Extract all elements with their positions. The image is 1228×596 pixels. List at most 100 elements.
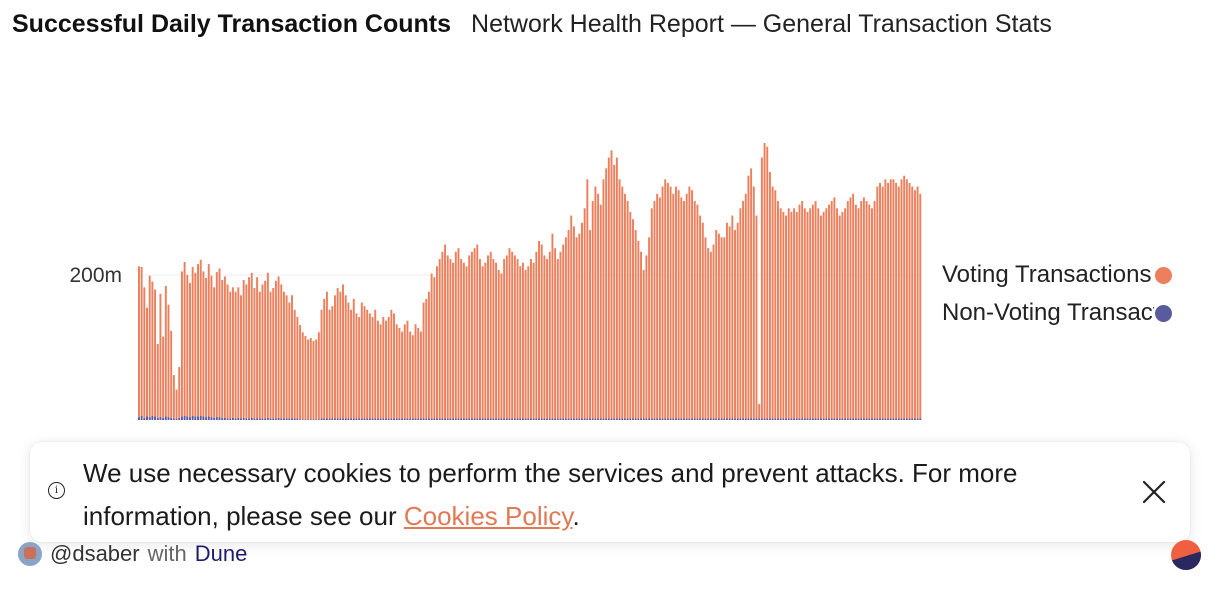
- bar-non-voting[interactable]: [849, 418, 852, 420]
- bar-voting[interactable]: [154, 289, 157, 417]
- bar-voting[interactable]: [320, 309, 323, 419]
- bar-non-voting[interactable]: [586, 418, 589, 420]
- bar-voting[interactable]: [411, 335, 414, 419]
- bar-non-voting[interactable]: [336, 418, 339, 420]
- bar-non-voting[interactable]: [360, 418, 363, 420]
- bar-non-voting[interactable]: [307, 419, 310, 420]
- bar-voting[interactable]: [274, 280, 277, 419]
- bar-non-voting[interactable]: [417, 418, 420, 420]
- bar-non-voting[interactable]: [457, 418, 460, 420]
- bar-voting[interactable]: [215, 272, 218, 418]
- bar-voting[interactable]: [315, 339, 318, 420]
- bar-voting[interactable]: [779, 208, 782, 419]
- bar-non-voting[interactable]: [240, 418, 242, 420]
- bar-non-voting[interactable]: [344, 418, 347, 420]
- bar-non-voting[interactable]: [575, 418, 578, 420]
- bar-non-voting[interactable]: [672, 418, 675, 420]
- bar-voting[interactable]: [868, 204, 871, 419]
- bar-non-voting[interactable]: [288, 418, 291, 420]
- bar-voting[interactable]: [207, 264, 210, 417]
- bar-non-voting[interactable]: [223, 417, 226, 420]
- bar-non-voting[interactable]: [626, 418, 629, 420]
- bar-non-voting[interactable]: [551, 418, 554, 420]
- bar-non-voting[interactable]: [199, 415, 202, 420]
- bar-voting[interactable]: [248, 277, 251, 419]
- bar-non-voting[interactable]: [666, 418, 669, 420]
- bar-voting[interactable]: [887, 182, 890, 419]
- bar-voting[interactable]: [419, 331, 422, 419]
- bar-non-voting[interactable]: [870, 418, 873, 420]
- bar-non-voting[interactable]: [323, 418, 326, 420]
- bar-voting[interactable]: [250, 272, 253, 418]
- bar-voting[interactable]: [454, 251, 457, 419]
- bar-non-voting[interactable]: [489, 418, 492, 420]
- bar-non-voting[interactable]: [674, 418, 677, 420]
- bar-voting[interactable]: [879, 182, 881, 419]
- bar-voting[interactable]: [589, 230, 591, 419]
- bar-non-voting[interactable]: [328, 418, 331, 420]
- bar-voting[interactable]: [444, 244, 447, 419]
- bar-voting[interactable]: [226, 284, 229, 419]
- dune-logo-icon[interactable]: [1170, 539, 1202, 571]
- bar-non-voting[interactable]: [436, 418, 438, 420]
- bar-voting[interactable]: [390, 309, 393, 419]
- bar-non-voting[interactable]: [881, 418, 884, 420]
- bar-non-voting[interactable]: [913, 418, 916, 420]
- bar-voting[interactable]: [516, 259, 519, 419]
- bar-non-voting[interactable]: [653, 418, 656, 420]
- bar-voting[interactable]: [913, 190, 916, 419]
- bar-voting[interactable]: [766, 146, 769, 419]
- bar-voting[interactable]: [368, 313, 371, 419]
- bar-voting[interactable]: [645, 255, 648, 419]
- bar-non-voting[interactable]: [615, 418, 618, 420]
- bar-non-voting[interactable]: [280, 418, 283, 420]
- bar-voting[interactable]: [317, 332, 320, 420]
- bar-voting[interactable]: [838, 215, 841, 419]
- bar-voting[interactable]: [441, 251, 444, 419]
- bar-non-voting[interactable]: [164, 416, 167, 421]
- bar-non-voting[interactable]: [495, 418, 498, 420]
- bar-non-voting[interactable]: [248, 418, 251, 420]
- bar-non-voting[interactable]: [315, 419, 318, 420]
- bar-voting[interactable]: [452, 262, 455, 419]
- bar-non-voting[interactable]: [838, 418, 841, 420]
- bar-non-voting[interactable]: [712, 418, 715, 420]
- bar-voting[interactable]: [264, 280, 267, 419]
- bar-non-voting[interactable]: [202, 416, 205, 421]
- bar-non-voting[interactable]: [650, 418, 653, 420]
- bar-non-voting[interactable]: [197, 416, 199, 421]
- bar-non-voting[interactable]: [629, 418, 632, 420]
- bar-non-voting[interactable]: [763, 418, 766, 420]
- bar-non-voting[interactable]: [554, 418, 557, 420]
- bar-voting[interactable]: [777, 201, 779, 419]
- bar-voting[interactable]: [884, 179, 887, 419]
- bar-non-voting[interactable]: [760, 418, 763, 420]
- bar-voting[interactable]: [782, 211, 785, 419]
- bar-non-voting[interactable]: [146, 416, 148, 421]
- bar-non-voting[interactable]: [151, 415, 154, 420]
- bar-non-voting[interactable]: [237, 417, 240, 420]
- bar-voting[interactable]: [476, 244, 479, 419]
- legend-item-non-voting[interactable]: Non-Voting Transactions: [942, 294, 1186, 332]
- bar-non-voting[interactable]: [393, 418, 395, 420]
- bar-voting[interactable]: [707, 248, 710, 419]
- bar-non-voting[interactable]: [581, 418, 583, 420]
- bar-non-voting[interactable]: [350, 418, 353, 420]
- bar-non-voting[interactable]: [194, 416, 197, 421]
- bar-non-voting[interactable]: [777, 418, 779, 420]
- bar-non-voting[interactable]: [911, 418, 914, 420]
- bar-voting[interactable]: [803, 208, 806, 419]
- bar-voting[interactable]: [253, 288, 256, 419]
- bar-voting[interactable]: [551, 233, 554, 419]
- bar-non-voting[interactable]: [589, 418, 591, 420]
- bar-voting[interactable]: [849, 197, 852, 419]
- bar-voting[interactable]: [449, 259, 452, 419]
- bar-voting[interactable]: [632, 219, 634, 419]
- bar-voting[interactable]: [492, 259, 495, 419]
- bar-voting[interactable]: [164, 285, 167, 417]
- bar-non-voting[interactable]: [685, 418, 688, 420]
- bar-voting[interactable]: [597, 193, 600, 419]
- bar-voting[interactable]: [245, 284, 248, 419]
- bar-voting[interactable]: [347, 302, 350, 419]
- bar-voting[interactable]: [556, 259, 559, 419]
